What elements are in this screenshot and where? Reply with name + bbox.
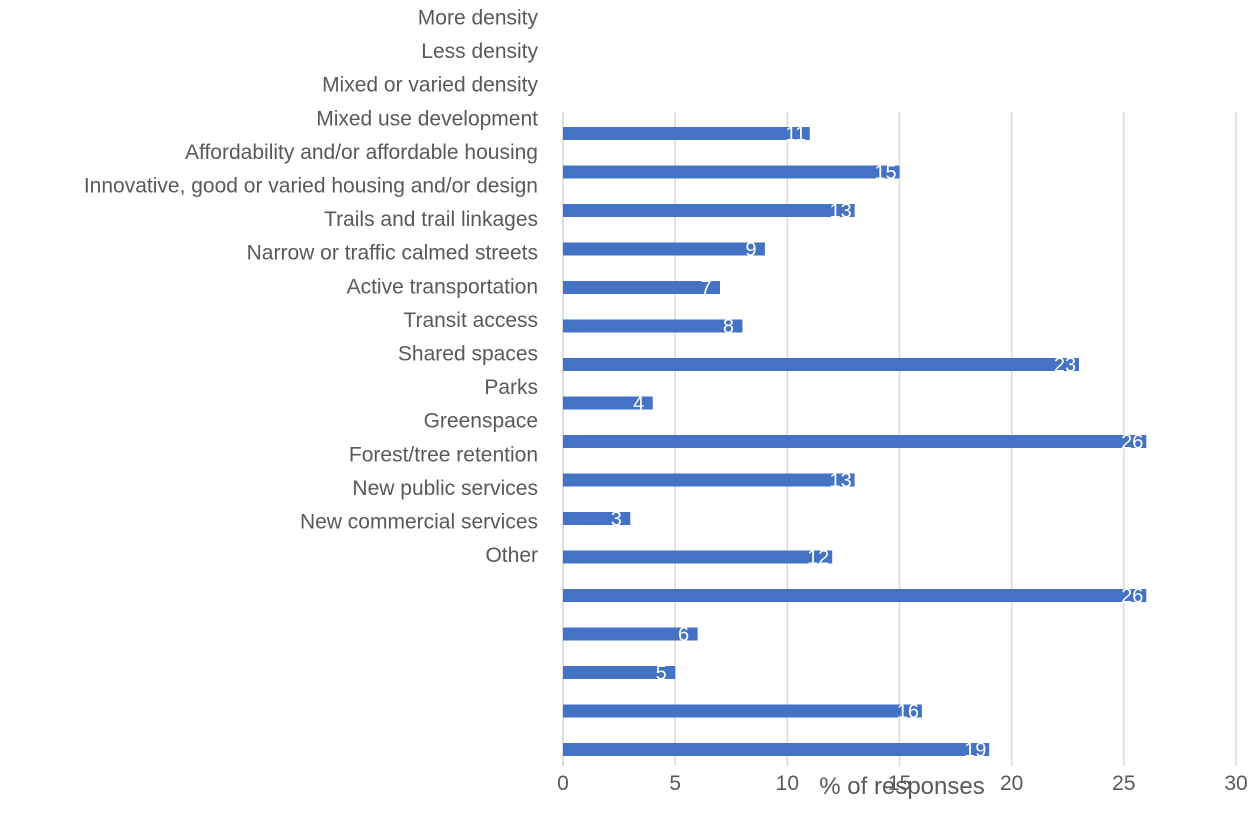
data-label: 9	[745, 239, 756, 261]
category-labels: More density Less density Mixed or varied …	[84, 7, 539, 568]
x-tick-label: 0	[557, 772, 569, 795]
bar	[563, 435, 1147, 448]
category-label: Affordability and/or affordable housing	[185, 141, 538, 164]
category-label: More density	[418, 7, 539, 30]
x-tick-label: 20	[1000, 772, 1023, 795]
category-label: Trails and trail linkages	[324, 208, 538, 231]
data-label: 13	[830, 470, 852, 492]
x-tick-label: 25	[1112, 772, 1135, 795]
bar	[563, 473, 855, 487]
bar	[563, 550, 833, 564]
bar	[563, 666, 676, 679]
data-label: 11	[785, 124, 806, 146]
category-label: Narrow or traffic calmed streets	[247, 242, 538, 265]
x-axis-title: % of responses	[819, 773, 984, 800]
category-label: Greenspace	[424, 410, 538, 433]
data-label: 4	[633, 393, 644, 415]
data-label: 6	[678, 624, 689, 646]
bar	[563, 358, 1079, 371]
bars	[563, 127, 1147, 756]
bar	[563, 165, 900, 179]
data-label: 15	[874, 162, 896, 184]
data-label: 16	[897, 701, 919, 723]
data-label: 13	[830, 201, 852, 223]
data-label: 26	[1121, 586, 1143, 608]
bar	[563, 319, 743, 333]
data-label: 23	[1054, 355, 1076, 377]
x-tick-label: 10	[776, 772, 799, 795]
category-label: Innovative, good or varied housing and/o…	[84, 175, 538, 198]
category-label: Mixed or varied density	[322, 74, 538, 97]
category-label: Mixed use development	[316, 107, 538, 130]
data-label: 7	[700, 278, 711, 300]
bar	[563, 512, 631, 525]
bar	[563, 242, 765, 256]
data-label: 5	[656, 663, 667, 685]
data-label: 12	[807, 547, 829, 569]
data-label: 3	[611, 509, 622, 531]
x-tick-label: 30	[1224, 772, 1247, 795]
bar	[563, 204, 855, 217]
x-tick-label: 5	[669, 772, 681, 795]
bar	[563, 127, 810, 140]
category-label: Forest/tree retention	[349, 443, 538, 466]
category-label: Active transportation	[347, 275, 538, 298]
data-labels: 11 15 13 9 78 23 4 26 13 3 12 26 65 16 19	[611, 124, 1144, 762]
category-label: New commercial services	[300, 511, 538, 534]
category-label: Parks	[484, 376, 538, 399]
category-label: New public services	[352, 477, 538, 500]
bar	[563, 743, 990, 756]
bar	[563, 589, 1147, 602]
category-label: Other	[485, 544, 538, 567]
category-label: Transit access	[403, 309, 538, 332]
category-label: Shared spaces	[398, 343, 538, 366]
bar	[563, 396, 653, 410]
category-label: Less density	[421, 40, 538, 63]
x-tick-labels: 0 5 10 15 20 25 30	[557, 772, 1248, 795]
data-label: 19	[964, 740, 986, 762]
data-label: 26	[1121, 432, 1143, 454]
bar	[563, 704, 922, 718]
data-label: 8	[723, 316, 734, 338]
bar	[563, 627, 698, 641]
x-tick-label: 15	[888, 772, 911, 795]
bar	[563, 281, 721, 294]
